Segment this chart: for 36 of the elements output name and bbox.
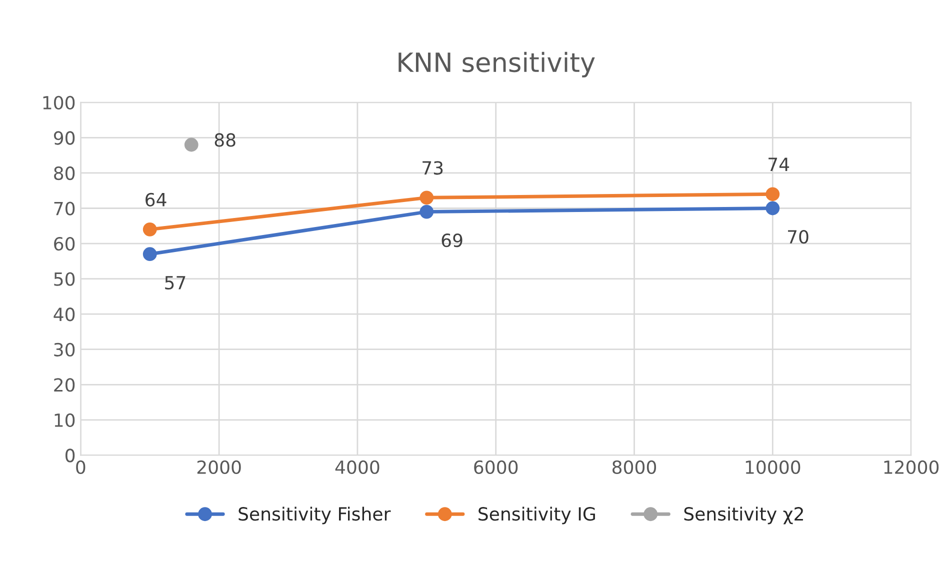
y-tick-label: 90 [54, 131, 75, 145]
y-tick-label: 50 [54, 272, 75, 286]
x-tick-label: 10000 [746, 460, 800, 474]
data-label: 70 [788, 230, 808, 244]
y-tick-label: 100 [43, 96, 75, 110]
legend-label: Sensitivity Fisher [238, 506, 391, 524]
point [184, 138, 198, 152]
y-tick-label: 60 [54, 236, 75, 251]
data-label: 74 [768, 158, 790, 171]
x-tick-label: 4000 [335, 460, 380, 474]
legend-label: Sensitivity IG [478, 506, 595, 524]
point [142, 222, 157, 236]
y-tick-label: 80 [54, 166, 75, 180]
x-tick-label: 0 [76, 460, 86, 474]
y-tick-label: 30 [54, 342, 75, 356]
x-tick-label: 6000 [474, 460, 518, 474]
legend-label: Sensitivity χ2 [684, 506, 803, 524]
y-tick-label: 0 [66, 448, 75, 462]
y-tick-label: 10 [54, 413, 75, 428]
point [420, 190, 434, 205]
chart-title: KNN sensitivity [398, 52, 595, 78]
data-label: 73 [422, 161, 443, 175]
x-tick-label: 8000 [612, 460, 656, 474]
point [766, 187, 780, 202]
point [766, 201, 780, 216]
data-label: 88 [214, 133, 236, 147]
point [142, 247, 157, 262]
y-tick-label: 70 [54, 202, 75, 216]
y-tick-label: 20 [54, 378, 75, 392]
point [420, 204, 434, 219]
data-label: 64 [146, 192, 166, 206]
y-tick-label: 40 [54, 308, 75, 322]
data-label: 69 [442, 234, 462, 248]
x-tick-label: 12000 [884, 460, 939, 474]
x-tick-label: 2000 [197, 460, 241, 474]
data-label: 57 [165, 276, 186, 290]
